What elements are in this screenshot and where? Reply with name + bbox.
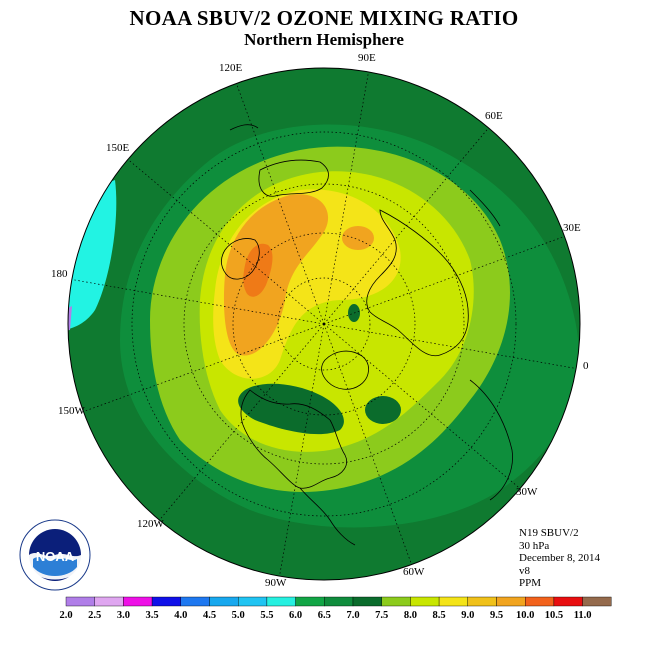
coast-central-america [299, 487, 356, 546]
info-version: v8 [519, 564, 530, 577]
meridian-line [323, 323, 521, 489]
latitude-circle-60 [232, 232, 416, 416]
field-peak-east [342, 226, 374, 250]
lon-label-120e: 120E [219, 62, 243, 74]
meridians [71, 71, 577, 577]
field-low-pole [348, 304, 360, 322]
meridian-line [323, 127, 489, 325]
lon-label-150e: 150E [106, 142, 130, 154]
lon-label-60e: 60E [485, 110, 503, 122]
coast-siberia [258, 159, 329, 197]
coast-greenland [321, 350, 369, 390]
lon-label-120w: 120W [137, 518, 164, 530]
meridian-line [83, 323, 325, 412]
meridian-line [236, 83, 325, 325]
info-date: December 8, 2014 [519, 552, 600, 564]
meridian-line [323, 323, 412, 565]
coast-africa-edge [469, 379, 513, 501]
field-low-purple [68, 306, 72, 332]
page-subtitle: Northern Hemisphere [244, 30, 404, 49]
field-peak-red-orange [243, 243, 273, 297]
info-panel: N19 SBUV/2 30 hPa December 8, 2014 v8 PP… [519, 527, 600, 590]
latitude-circle-20 [131, 131, 517, 517]
lon-label-150w: 150W [58, 405, 85, 417]
info-satellite: N19 SBUV/2 [519, 527, 579, 539]
lon-label-180: 180 [51, 268, 68, 280]
lon-label-90e: 90E [358, 52, 376, 64]
field-low-europe [365, 396, 401, 424]
noaa-seal-icon: NOAA [19, 519, 91, 591]
lon-label-90w: 90W [265, 577, 287, 589]
coast-japan [229, 124, 259, 131]
coast-india [469, 189, 501, 227]
coast-north-america [240, 389, 347, 489]
meridian-line [159, 323, 325, 521]
lon-label-30w: 30W [516, 486, 538, 498]
page-title: NOAA SBUV/2 OZONE MIXING RATIO [129, 6, 519, 30]
logo-text: NOAA [36, 549, 75, 564]
meridian-line [323, 236, 565, 325]
meridian-line [323, 71, 369, 325]
meridian-line [323, 323, 577, 369]
latitude-circle-40 [183, 183, 465, 465]
lon-label-60w: 60W [403, 566, 425, 578]
coast-alaska [220, 238, 260, 280]
coastlines [220, 124, 513, 546]
lon-label-0: 0 [583, 360, 589, 372]
graticule [131, 131, 517, 517]
meridian-line [127, 159, 325, 325]
field-peak-orange [223, 194, 329, 356]
map-boundary [67, 67, 581, 581]
info-level: 30 hPa [519, 539, 550, 552]
info-units: PPM [519, 577, 542, 589]
meridian-line [71, 279, 325, 325]
lon-label-30e: 30E [563, 222, 581, 234]
latitude-circle-80 [277, 277, 371, 371]
meridian-line [279, 323, 325, 577]
